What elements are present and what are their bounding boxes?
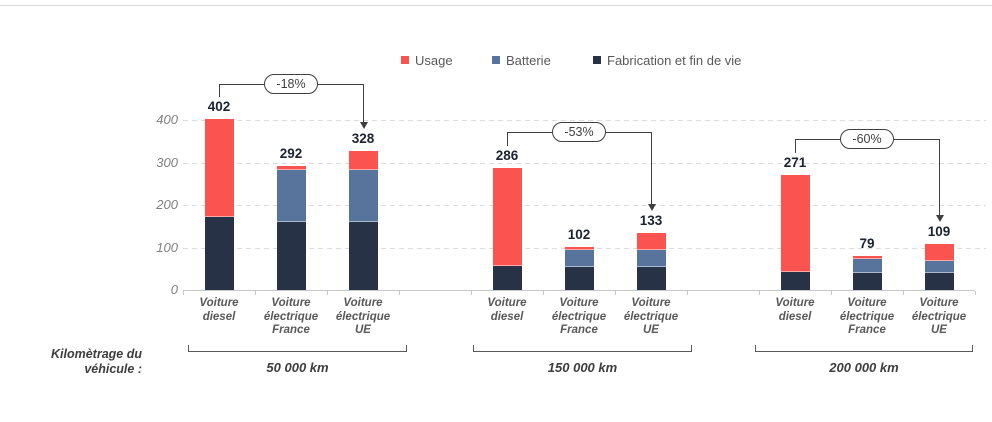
legend-label: Usage <box>415 52 453 68</box>
group-bracket <box>755 345 973 352</box>
axis-tick <box>903 291 904 295</box>
group-mileage-label: 150 000 km <box>547 360 618 375</box>
annotation-arrow-icon <box>647 204 656 212</box>
gridline <box>183 120 986 121</box>
bar-total-label: 402 <box>207 99 231 115</box>
annotation-line-right <box>651 132 652 206</box>
bar-total-label: 79 <box>859 236 875 252</box>
legend-item-batterie: Batterie <box>492 52 551 68</box>
annotation-line-left <box>219 84 220 98</box>
axis-tick <box>543 291 544 295</box>
batterie-swatch-icon <box>492 56 500 64</box>
bar-total-label: 286 <box>495 148 519 164</box>
top-divider <box>0 5 992 6</box>
x-axis-category-label: Voiture diesel <box>199 297 239 323</box>
axis-tick <box>399 291 400 295</box>
bar-segment-batterie <box>852 259 882 273</box>
bar-segment-batterie <box>276 169 306 222</box>
axis-tick <box>255 291 256 295</box>
bar-segment-batterie <box>348 169 378 222</box>
axis-tick <box>615 291 616 295</box>
x-axis-category-label: Voiture électrique UE <box>335 297 391 336</box>
bar-total-label: 109 <box>927 223 951 239</box>
axis-tick <box>687 291 688 295</box>
gridline <box>183 205 986 206</box>
x-axis-category-label: Voiture électrique UE <box>911 297 967 336</box>
bar-segment-usage <box>204 119 234 217</box>
bar-total-label: 271 <box>783 154 807 170</box>
axis-tick <box>183 291 184 295</box>
x-axis-category-label: Voiture diesel <box>487 297 527 323</box>
y-axis-tick-label: 300 <box>156 154 178 170</box>
bar-segment-usage <box>780 174 810 273</box>
bar-segment-fabrication <box>852 273 882 290</box>
bar-total-label: 328 <box>351 130 375 146</box>
bar-segment-usage <box>564 246 594 250</box>
x-axis-category-label: Voiture électrique France <box>551 297 607 336</box>
bar-segment-usage <box>492 168 522 266</box>
bar-segment-fabrication <box>564 267 594 290</box>
bar-segment-batterie <box>924 260 954 273</box>
usage-swatch-icon <box>401 56 409 64</box>
bar-total-label: 292 <box>279 145 303 161</box>
bar-segment-fabrication <box>636 267 666 290</box>
group-bracket <box>188 345 407 352</box>
gridline <box>183 162 986 164</box>
x-axis-category-label: Voiture électrique France <box>839 297 895 336</box>
bar-segment-fabrication <box>924 273 954 290</box>
legend-item-fabrication: Fabrication et fin de vie <box>593 52 741 68</box>
bar-segment-batterie <box>636 250 666 268</box>
bar-total-label: 133 <box>639 213 663 229</box>
axis-tick <box>975 291 976 295</box>
bar-segment-fabrication <box>492 265 522 290</box>
legend-label: Fabrication et fin de vie <box>607 52 742 68</box>
axis-tick <box>759 291 760 295</box>
bar-segment-fabrication <box>348 222 378 290</box>
x-axis-caption-line2: véhicule : <box>84 362 142 376</box>
axis-tick <box>831 291 832 295</box>
legend-item-usage: Usage <box>401 52 453 68</box>
annotation-line-left <box>507 132 508 147</box>
y-axis-tick-label: 400 <box>156 112 178 127</box>
annotation-percent-badge: -53% <box>552 122 606 142</box>
bar-segment-usage <box>636 233 666 251</box>
bar-segment-usage <box>852 256 882 260</box>
x-axis-category-label: Voiture électrique UE <box>623 297 679 336</box>
bar-segment-fabrication <box>780 272 810 290</box>
annotation-line-left <box>795 139 796 153</box>
bar-total-label: 102 <box>567 226 591 242</box>
legend-label: Batterie <box>506 52 551 68</box>
bar-segment-batterie <box>564 249 594 268</box>
bar-segment-usage <box>924 243 954 261</box>
fabrication-swatch-icon <box>593 56 601 64</box>
bar-segment-usage <box>276 165 306 170</box>
axis-tick <box>327 291 328 295</box>
annotation-percent-badge: -60% <box>840 129 894 149</box>
x-axis-baseline <box>183 290 975 291</box>
y-axis-tick-label: 200 <box>156 197 178 212</box>
annotation-line-right <box>363 84 364 123</box>
bar-segment-fabrication <box>276 222 306 290</box>
group-mileage-label: 200 000 km <box>829 360 899 375</box>
axis-tick <box>471 291 472 295</box>
annotation-arrow-icon <box>359 121 368 129</box>
annotation-arrow-icon <box>935 214 944 222</box>
x-axis-caption: Kilomètrage du véhicule : <box>18 347 142 377</box>
bar-segment-usage <box>348 150 378 170</box>
group-mileage-label: 50 000 km <box>266 360 329 375</box>
x-axis-category-label: Voiture diesel <box>775 297 815 323</box>
y-axis-tick-label: 0 <box>170 282 178 297</box>
group-bracket <box>473 345 692 352</box>
bar-segment-fabrication <box>204 216 234 290</box>
annotation-percent-badge: -18% <box>264 74 318 94</box>
y-axis-tick-label: 100 <box>156 239 178 255</box>
annotation-line-right <box>939 139 940 216</box>
x-axis-category-label: Voiture électrique France <box>263 297 319 336</box>
x-axis-caption-line1: Kilomètrage du <box>51 347 142 361</box>
